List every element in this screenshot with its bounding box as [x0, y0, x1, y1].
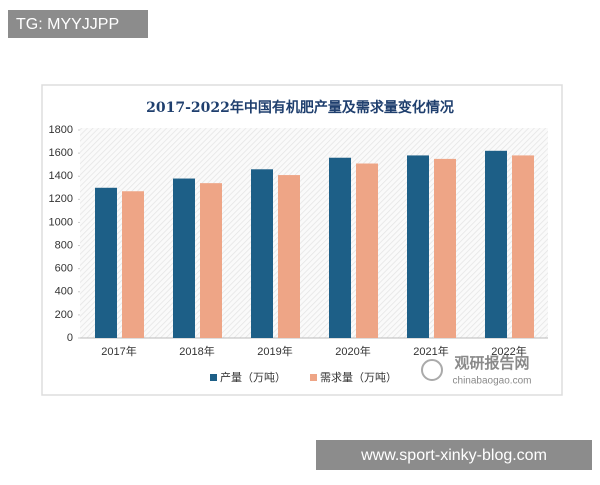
watermark-logo: [421, 359, 443, 381]
x-tick-label: 2018年: [179, 344, 214, 358]
bar: [251, 169, 273, 338]
legend-swatch: [310, 374, 317, 381]
overlay-box: [316, 440, 592, 470]
bar: [329, 157, 351, 338]
bar: [173, 178, 195, 338]
watermark-name: 观研报告网: [454, 354, 529, 372]
y-tick-label: 1000: [49, 216, 73, 228]
bar: [356, 163, 378, 338]
y-tick-label: 1600: [49, 147, 73, 159]
legend-label: 需求量（万吨）: [320, 371, 397, 384]
x-tick-label: 2017年: [101, 344, 136, 358]
bar: [434, 158, 456, 338]
y-tick-label: 1800: [49, 124, 73, 136]
bar: [200, 183, 222, 338]
overlay-box: [8, 10, 148, 38]
x-tick-label: 2019年: [257, 344, 292, 358]
y-tick-label: 400: [55, 286, 73, 298]
y-tick-label: 1400: [49, 170, 73, 182]
bar: [122, 191, 144, 338]
chart-title: 2017-2022年中国有机肥产量及需求量变化情况: [146, 99, 454, 116]
bar: [95, 187, 117, 338]
y-tick-label: 0: [67, 332, 73, 344]
y-tick-label: 200: [55, 309, 73, 321]
bar: [512, 155, 534, 338]
plot-area: [80, 128, 548, 338]
x-tick-label: 2020年: [335, 344, 370, 358]
y-tick-label: 600: [55, 263, 73, 275]
overlay-text: www.sport-xinky-blog.com: [360, 447, 547, 464]
x-tick-label: 2022年: [491, 344, 526, 358]
y-tick-label: 1200: [49, 193, 73, 205]
legend-swatch: [210, 374, 217, 381]
legend-label: 产量（万吨）: [220, 370, 286, 384]
overlay-text: TG: MYYJJPP: [16, 16, 119, 33]
x-tick-label: 2021年: [413, 344, 448, 358]
watermark-url: chinabaogao.com: [453, 376, 532, 387]
bar: [407, 155, 429, 338]
bar: [485, 150, 507, 338]
y-tick-label: 800: [55, 239, 73, 251]
bar: [278, 175, 300, 338]
